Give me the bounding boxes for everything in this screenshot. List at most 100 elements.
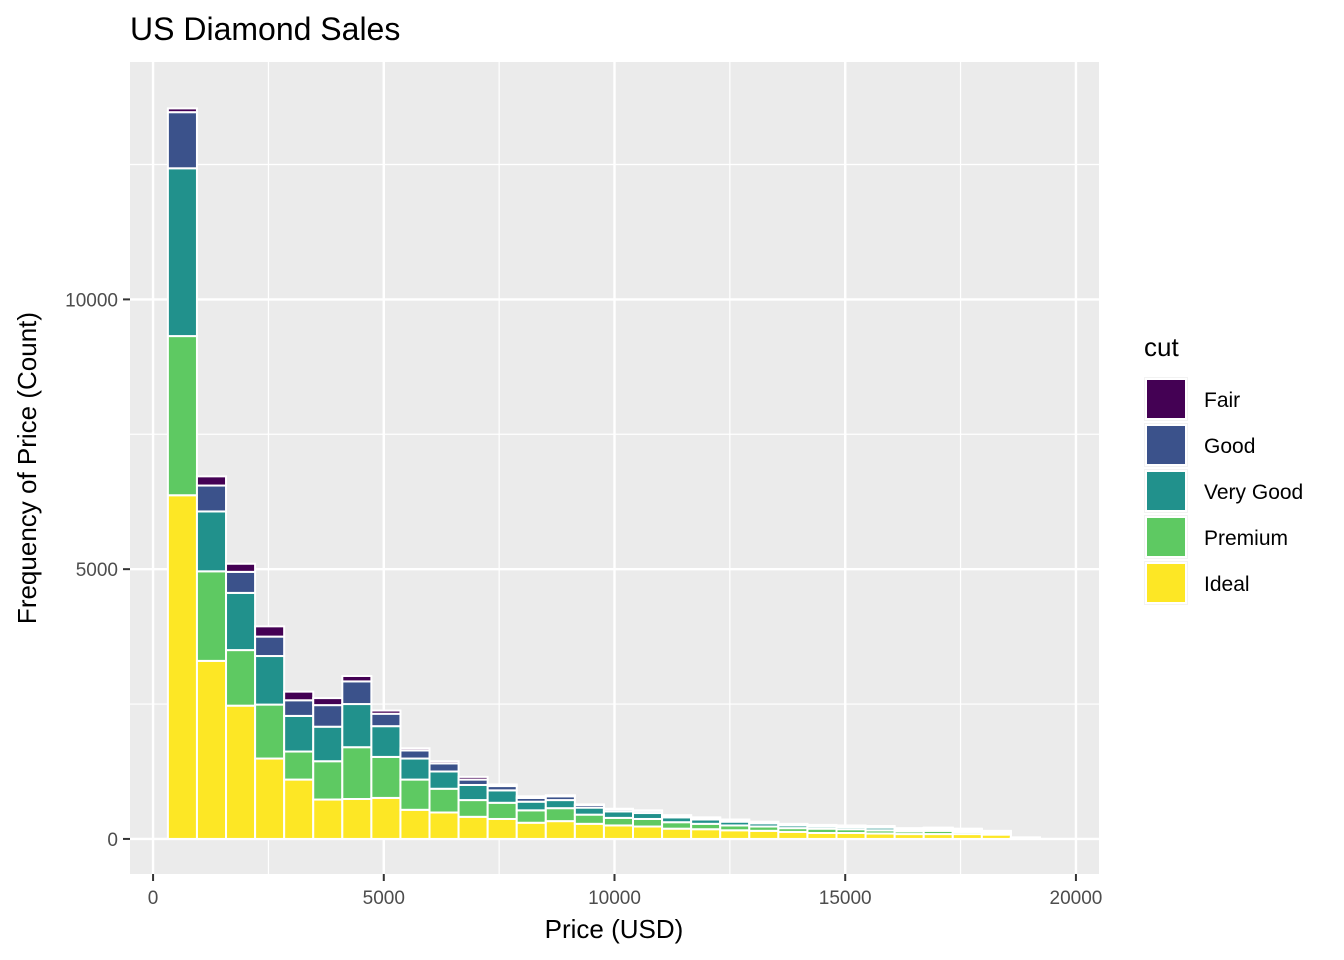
bar-fair (951, 827, 983, 831)
bar-good (254, 635, 286, 658)
bar-premium (486, 801, 518, 820)
y-axis-title: Frequency of Price (Count) (12, 312, 42, 624)
bar-very-good (225, 591, 257, 652)
bar-premium (166, 335, 198, 497)
bar-very-good (166, 167, 198, 338)
bar-fair (864, 824, 896, 828)
bar-fair (195, 475, 228, 487)
bar-good (312, 704, 344, 728)
bar-premium (428, 787, 460, 814)
bar-ideal (661, 827, 693, 840)
bar-premium (195, 570, 228, 662)
legend: cut Fair Good Very Good Premium Ideal (1144, 332, 1303, 605)
legend-title: cut (1144, 332, 1179, 362)
bar-fair (166, 107, 198, 114)
bar-premium (341, 746, 373, 801)
bar-fair (806, 823, 838, 827)
x-tick-label: 15000 (819, 888, 872, 909)
bar-ideal (544, 820, 576, 840)
bar-premium (573, 813, 605, 825)
bar-premium (312, 760, 344, 801)
bar-ideal (195, 659, 228, 840)
legend-label: Fair (1204, 389, 1240, 412)
bar-fair (283, 690, 315, 702)
bar-fair (602, 807, 635, 811)
bar-ideal (428, 811, 460, 840)
bar-good (428, 762, 460, 773)
grid-major (130, 62, 1099, 874)
bar-good (341, 680, 373, 706)
bar-ideal (719, 829, 751, 840)
bar-fair (225, 562, 257, 573)
bar-very-good (486, 789, 518, 804)
bar-premium (457, 799, 489, 818)
legend-swatch (1145, 516, 1187, 558)
bar-premium (370, 755, 402, 799)
bar-ideal (370, 796, 402, 840)
bar-very-good (195, 510, 228, 573)
bar-fair (573, 803, 605, 806)
bar-fair (312, 697, 344, 707)
x-tick-label: 10000 (588, 888, 641, 909)
y-tick-label: 5000 (76, 560, 118, 581)
bar-good (283, 699, 315, 717)
bar-ideal (283, 778, 315, 840)
bar-fair (835, 824, 867, 827)
bar-premium (399, 778, 431, 811)
bar-fair (980, 829, 1012, 833)
x-axis-title: Price (USD) (545, 914, 684, 944)
bar-premium (632, 817, 664, 828)
bar-fair (632, 809, 664, 812)
legend-label: Premium (1204, 527, 1288, 550)
x-tick-label: 20000 (1050, 888, 1103, 909)
legend-swatch (1145, 470, 1187, 512)
bar-premium (225, 649, 257, 707)
bar-fair (428, 760, 460, 765)
bar-very-good (399, 757, 431, 781)
bar-fair (777, 822, 809, 826)
bar-ideal (312, 798, 344, 840)
bar-very-good (312, 725, 344, 763)
x-axis: 0 5000 10000 15000 20000 (148, 874, 1103, 909)
bar-premium (254, 703, 286, 760)
bar-ideal (166, 494, 198, 840)
bar-fair (544, 794, 576, 798)
x-tick-label: 5000 (363, 888, 405, 909)
bar-premium (602, 816, 635, 827)
y-tick-label: 10000 (65, 290, 118, 311)
legend-label: Good (1204, 435, 1255, 458)
legend-label: Very Good (1204, 481, 1303, 504)
bar-very-good (544, 799, 576, 810)
bar-fair (341, 674, 373, 683)
bar-ideal (777, 830, 809, 840)
bar-fair (457, 775, 489, 781)
bar-ideal (399, 808, 431, 840)
bar-fair (399, 747, 431, 752)
bar-fair (893, 827, 925, 830)
bar-premium (544, 807, 576, 823)
y-tick-label: 0 (107, 830, 118, 851)
histogram-bars (166, 107, 1041, 840)
bar-good (195, 484, 228, 513)
x-tick-label: 0 (148, 888, 159, 909)
legend-swatch (1145, 562, 1187, 604)
bar-ideal (632, 825, 664, 840)
bar-very-good (573, 806, 605, 816)
bar-good (225, 570, 257, 594)
bar-very-good (370, 725, 402, 758)
legend-label: Ideal (1204, 573, 1250, 596)
bar-ideal (341, 798, 373, 840)
bar-fair (922, 826, 954, 830)
bar-ideal (573, 822, 605, 840)
bar-fair (661, 814, 693, 817)
bar-fair (515, 795, 547, 799)
bar-very-good (428, 770, 460, 790)
y-axis: 0 5000 10000 (65, 290, 130, 851)
bar-premium (515, 809, 547, 824)
bar-good (166, 111, 198, 170)
bar-ideal (602, 824, 635, 840)
bar-good (370, 712, 402, 728)
bar-fair (748, 820, 780, 824)
legend-swatch (1145, 378, 1187, 420)
